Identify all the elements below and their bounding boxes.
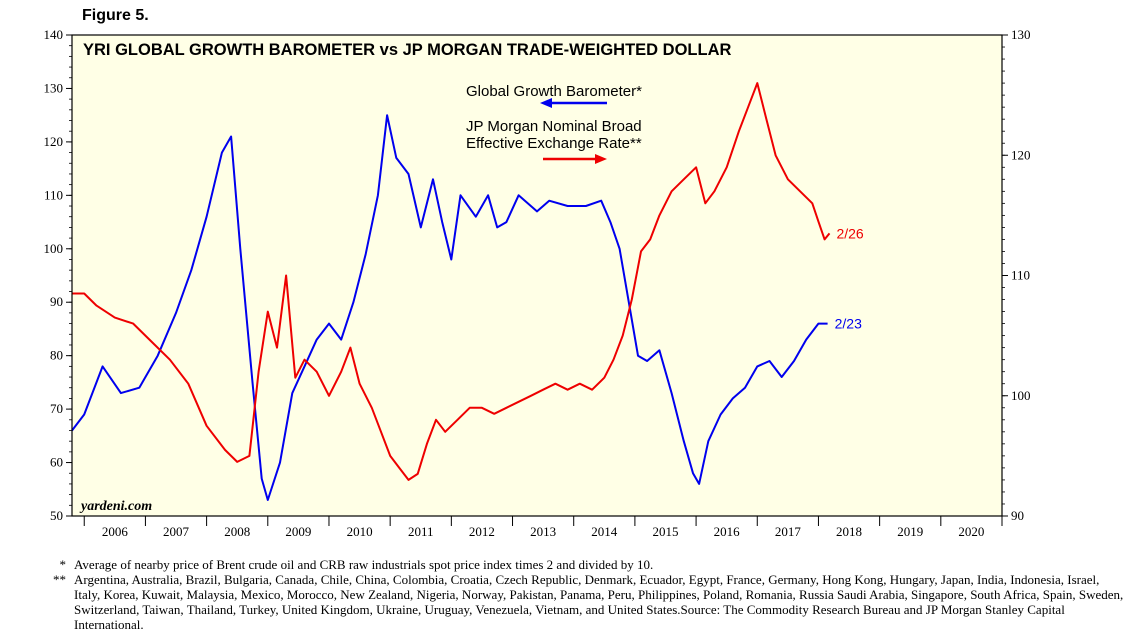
figure-label: Figure 5. bbox=[82, 7, 149, 24]
footnote-text: Average of nearby price of Brent crude o… bbox=[74, 557, 654, 572]
footnote-text: Argentina, Australia, Brazil, Bulgaria, … bbox=[74, 572, 1124, 632]
x-axis-tick-label: 2010 bbox=[347, 524, 373, 539]
left-axis-tick-label: 110 bbox=[44, 187, 63, 202]
x-axis-tick-label: 2006 bbox=[102, 524, 129, 539]
x-axis-tick-label: 2014 bbox=[591, 524, 618, 539]
right-axis-tick-label: 110 bbox=[1011, 268, 1030, 283]
legend-dollar-label-line2: Effective Exchange Rate** bbox=[466, 135, 642, 152]
x-axis-tick-label: 2008 bbox=[224, 524, 250, 539]
x-axis-tick-label: 2013 bbox=[530, 524, 556, 539]
series-line-dollar bbox=[72, 82, 831, 481]
footnote-2: ** Argentina, Australia, Brazil, Bulgari… bbox=[44, 572, 1124, 632]
right-axis-tick-label: 120 bbox=[1011, 147, 1031, 162]
right-axis-tick-label: 90 bbox=[1011, 508, 1024, 523]
left-axis-tick-label: 70 bbox=[50, 401, 63, 416]
x-axis-tick-label: 2016 bbox=[714, 524, 741, 539]
chart-title: YRI GLOBAL GROWTH BAROMETER vs JP MORGAN… bbox=[83, 41, 731, 59]
footnote-mark: ** bbox=[53, 572, 66, 587]
x-axis-tick-label: 2018 bbox=[836, 524, 862, 539]
watermark: yardeni.com bbox=[79, 499, 152, 514]
left-axis-tick-label: 60 bbox=[50, 455, 63, 470]
series-line-ggb bbox=[71, 114, 828, 501]
x-axis-tick-label: 2009 bbox=[285, 524, 311, 539]
right-axis-tick-label: 130 bbox=[1011, 27, 1031, 42]
legend-dollar-arrow bbox=[543, 154, 607, 164]
footnotes: * Average of nearby price of Brent crude… bbox=[44, 557, 1124, 632]
left-axis-tick-label: 130 bbox=[44, 80, 64, 95]
left-axis-tick-label: 90 bbox=[50, 294, 63, 309]
legend-dollar-label-line1: JP Morgan Nominal Broad bbox=[466, 118, 642, 135]
left-axis-tick-label: 140 bbox=[44, 27, 64, 42]
left-axis-tick-label: 120 bbox=[44, 134, 64, 149]
x-axis-tick-label: 2015 bbox=[652, 524, 678, 539]
x-axis-tick-label: 2007 bbox=[163, 524, 190, 539]
plot-area bbox=[72, 35, 1002, 516]
legend-ggb-arrow bbox=[540, 98, 607, 108]
x-axis-tick-label: 2012 bbox=[469, 524, 495, 539]
x-axis-tick-label: 2019 bbox=[897, 524, 923, 539]
chart: 140 130 120 110 100 90 80 70 60 50 130 120 110 100 90 2… bbox=[44, 27, 1031, 539]
end-label-dollar: 2/26 bbox=[836, 225, 863, 241]
x-axis-tick-label: 2017 bbox=[775, 524, 802, 539]
x-axis-tick-label: 2020 bbox=[958, 524, 984, 539]
right-axis-tick-label: 100 bbox=[1011, 388, 1031, 403]
end-label-ggb: 2/23 bbox=[835, 316, 862, 332]
footnote-1: * Average of nearby price of Brent crude… bbox=[44, 557, 1124, 572]
left-axis-tick-label: 80 bbox=[50, 348, 63, 363]
x-axis-tick-label: 2011 bbox=[408, 524, 434, 539]
plot-frame bbox=[71, 34, 1003, 517]
footnote-mark: * bbox=[59, 557, 67, 572]
left-axis-tick-label: 100 bbox=[44, 241, 64, 256]
legend-ggb-label: Global Growth Barometer* bbox=[466, 83, 642, 100]
left-axis-tick-label: 50 bbox=[50, 508, 63, 523]
